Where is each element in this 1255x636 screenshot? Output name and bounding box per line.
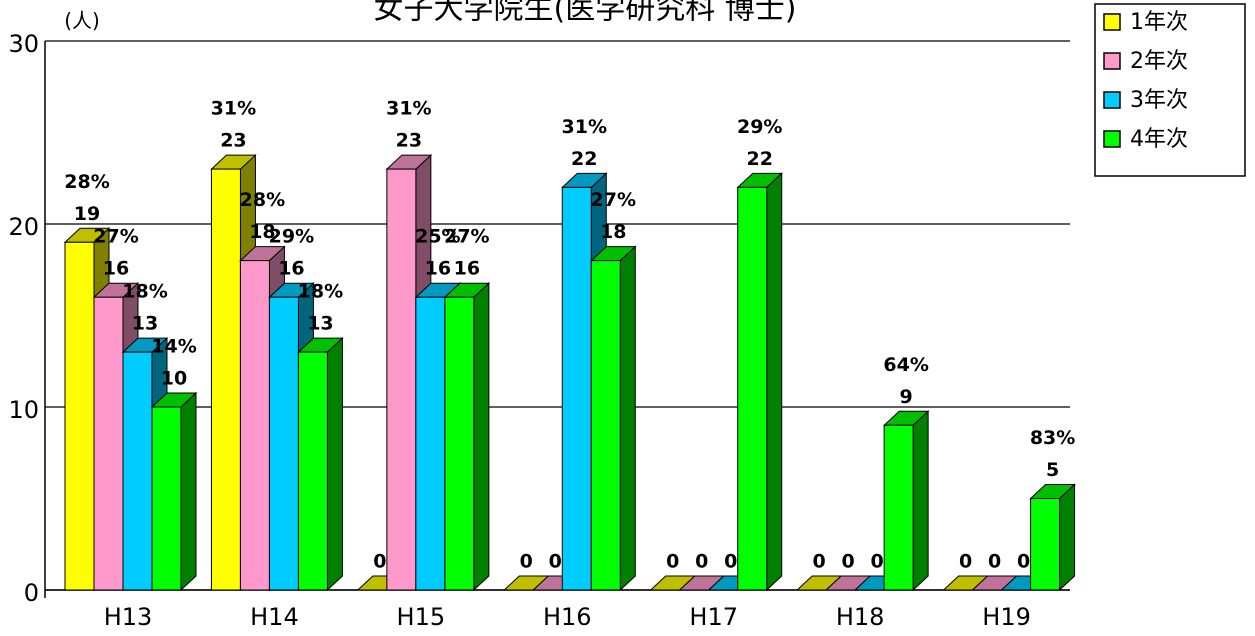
legend-label: 3年次 bbox=[1130, 88, 1188, 113]
value-label: 22 bbox=[571, 148, 597, 170]
x-tick-label: H19 bbox=[982, 603, 1031, 631]
legend-swatch bbox=[1103, 130, 1121, 148]
percent-label: 28% bbox=[240, 189, 285, 211]
percent-label: 14% bbox=[151, 336, 196, 358]
percent-label: 31% bbox=[386, 98, 431, 120]
y-tick-label: 20 bbox=[8, 213, 39, 241]
value-label: 19 bbox=[74, 203, 100, 225]
bar bbox=[561, 186, 592, 591]
bar-side bbox=[180, 391, 197, 592]
value-label: 16 bbox=[454, 258, 480, 280]
percent-label: 18% bbox=[298, 281, 343, 303]
bar bbox=[64, 241, 95, 591]
bar bbox=[590, 260, 621, 591]
value-label: 0 bbox=[520, 551, 533, 573]
x-tick-label: H15 bbox=[397, 603, 446, 631]
x-tick-label: H17 bbox=[689, 603, 738, 631]
value-label: 23 bbox=[396, 130, 422, 152]
percent-label: 25% bbox=[415, 226, 460, 248]
y-tick-label: 30 bbox=[8, 30, 39, 58]
percent-label: 27% bbox=[93, 226, 138, 248]
value-label: 0 bbox=[959, 551, 972, 573]
legend-swatch bbox=[1103, 91, 1121, 109]
legend-label: 2年次 bbox=[1130, 49, 1188, 74]
value-label: 0 bbox=[988, 551, 1001, 573]
value-label: 16 bbox=[278, 258, 304, 280]
value-label: 16 bbox=[425, 258, 451, 280]
bar-side bbox=[326, 336, 343, 592]
y-tick-label: 10 bbox=[8, 396, 39, 424]
value-label: 18 bbox=[249, 221, 275, 243]
value-label: 0 bbox=[666, 551, 679, 573]
bar bbox=[386, 168, 417, 591]
value-label: 13 bbox=[307, 313, 333, 335]
value-label: 10 bbox=[161, 368, 187, 390]
legend-swatch bbox=[1103, 13, 1121, 31]
value-label: 5 bbox=[1046, 459, 1059, 481]
bar-side bbox=[766, 172, 783, 592]
value-label: 0 bbox=[373, 551, 386, 573]
bar bbox=[297, 351, 328, 591]
x-tick-label: H14 bbox=[250, 603, 299, 631]
legend-swatch bbox=[1103, 52, 1121, 70]
value-label: 0 bbox=[813, 551, 826, 573]
percent-label: 64% bbox=[883, 354, 928, 376]
percent-label: 83% bbox=[1030, 427, 1075, 449]
bar bbox=[93, 296, 124, 591]
bar bbox=[210, 168, 241, 591]
value-label: 0 bbox=[842, 551, 855, 573]
value-label: 0 bbox=[871, 551, 884, 573]
percent-label: 29% bbox=[737, 116, 782, 138]
chart-title: 女子大学院生(医学研究科 博士) bbox=[374, 0, 797, 27]
value-label: 0 bbox=[1017, 551, 1030, 573]
x-tick-label: H18 bbox=[836, 603, 885, 631]
percent-label: 31% bbox=[211, 98, 256, 120]
value-label: 13 bbox=[132, 313, 158, 335]
value-label: 0 bbox=[724, 551, 737, 573]
percent-label: 18% bbox=[122, 281, 167, 303]
value-label: 9 bbox=[900, 386, 913, 408]
bar bbox=[415, 296, 446, 591]
percent-label: 29% bbox=[269, 226, 314, 248]
bar bbox=[268, 296, 299, 591]
bar bbox=[444, 296, 475, 591]
value-label: 16 bbox=[103, 258, 129, 280]
value-label: 0 bbox=[549, 551, 562, 573]
value-label: 0 bbox=[695, 551, 708, 573]
bar-side bbox=[1059, 483, 1076, 592]
bar bbox=[1030, 498, 1061, 591]
bar bbox=[883, 424, 914, 591]
bar-side bbox=[912, 410, 929, 592]
value-label: 18 bbox=[600, 221, 626, 243]
percent-label: 27% bbox=[444, 226, 489, 248]
y-unit: (人) bbox=[64, 9, 100, 33]
percent-label: 28% bbox=[64, 171, 109, 193]
bar bbox=[151, 406, 182, 591]
percent-label: 27% bbox=[591, 189, 636, 211]
x-tick-label: H13 bbox=[104, 603, 153, 631]
percent-label: 31% bbox=[562, 116, 607, 138]
bar-side bbox=[619, 245, 636, 592]
bar bbox=[239, 260, 270, 591]
bar-side bbox=[473, 282, 490, 592]
value-label: 23 bbox=[220, 130, 246, 152]
x-tick-label: H16 bbox=[543, 603, 592, 631]
bar bbox=[122, 351, 153, 591]
y-tick-label: 0 bbox=[24, 579, 39, 607]
legend-label: 4年次 bbox=[1130, 127, 1188, 152]
legend-label: 1年次 bbox=[1130, 10, 1188, 35]
value-label: 22 bbox=[746, 148, 772, 170]
bar bbox=[737, 186, 768, 591]
